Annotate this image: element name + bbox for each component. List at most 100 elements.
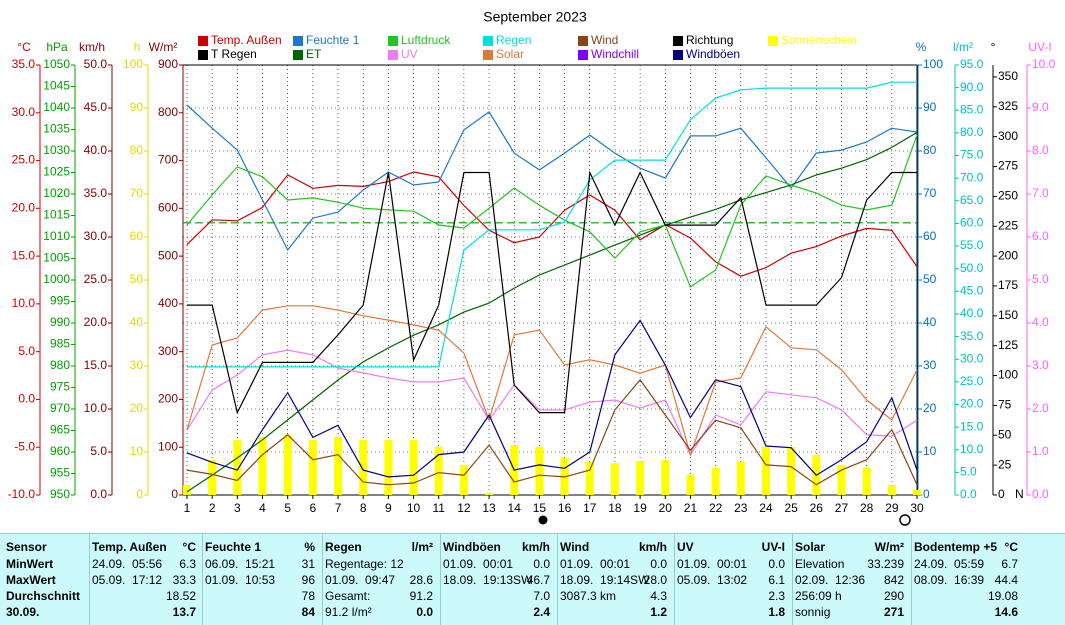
y-tick-label: 3.0	[1032, 358, 1049, 372]
legend-label: Sonnenschein	[781, 33, 857, 47]
x-tick-label: 13	[482, 501, 496, 515]
y-tick-label: 1005	[43, 251, 70, 265]
cell-value: 91.2	[409, 589, 433, 603]
legend-swatch	[483, 36, 493, 46]
cell-text: 05.09. 13:02	[677, 573, 748, 587]
y-tick-label: 10.0	[1032, 57, 1056, 71]
cell-value: 0.0	[650, 557, 667, 571]
bar	[359, 439, 368, 495]
y-tick-label: 10.0	[960, 442, 984, 456]
cell-value: 31	[301, 557, 315, 571]
y-tick-label: 970	[50, 401, 70, 415]
bar	[283, 434, 292, 495]
column-unit: °C	[182, 540, 196, 554]
series-line	[186, 305, 918, 457]
cell-text: 91.2 l/m²	[325, 605, 372, 619]
y-tick-label: 25.0	[84, 272, 108, 286]
column-separator	[440, 534, 441, 625]
legend-label: UV	[401, 47, 418, 61]
bar	[308, 439, 317, 495]
y-tick-label: 25.0	[12, 153, 36, 167]
cell-value: 14.6	[994, 605, 1018, 619]
x-tick-label: 5	[284, 501, 291, 515]
bar	[434, 446, 443, 495]
series-line	[186, 319, 918, 478]
cell-value: 4.3	[650, 589, 667, 603]
cell-value: 271	[883, 605, 904, 619]
y-tick-label: 20.0	[12, 201, 36, 215]
y-tick-label: 20.0	[84, 315, 108, 329]
x-tick-label: 30	[910, 501, 924, 515]
y-tick-label: 0.0	[90, 487, 107, 501]
y-tick-label: 0.0	[1032, 487, 1049, 501]
y-tick-label: 30	[923, 358, 937, 372]
column-unit: W/m²	[874, 540, 904, 554]
cell-text: sonnig	[795, 605, 831, 619]
y-tick-label: 100	[998, 368, 1018, 382]
legend-swatch	[768, 36, 778, 46]
series-line	[186, 104, 918, 252]
cell-text: 01.09. 09:47	[325, 573, 396, 587]
cell-text: 24.09. 05:56	[92, 557, 163, 571]
y-tick-label: 15.0	[12, 248, 36, 262]
bar	[535, 446, 544, 495]
y-tick-label: 35.0	[12, 57, 36, 71]
legend-label: T Regen	[211, 47, 257, 61]
y-tick-label: 2.0	[1032, 401, 1049, 415]
cell-text: 18.09. 19:13SW	[443, 573, 533, 587]
y-tick-label: 80	[130, 143, 144, 157]
cell-text: 24.09. 05:59	[914, 557, 985, 571]
y-tick-label: 960	[50, 444, 70, 458]
column-title: Bodentemp +5	[914, 540, 998, 554]
cell-value: 0.0	[533, 557, 550, 571]
x-tick-label: 11	[432, 501, 445, 515]
cell-text: 18.09. 19:14SW	[560, 573, 650, 587]
y-tick-label: 75.0	[960, 148, 984, 162]
y-tick-label: 200	[158, 392, 178, 406]
cell-text: 256:09 h	[795, 589, 842, 603]
y-tick-label: 175	[998, 278, 1018, 292]
axis-unit: hPa	[46, 40, 68, 54]
column-separator	[89, 534, 90, 625]
column-unit: km/h	[521, 540, 550, 554]
bar	[887, 485, 896, 495]
y-tick-label: 700	[158, 153, 178, 167]
y-tick-label: 800	[158, 105, 178, 119]
y-tick-label: 150	[998, 308, 1018, 322]
column-separator	[911, 534, 912, 625]
legend-swatch	[673, 36, 683, 46]
y-tick-label: 1.0	[1032, 444, 1049, 458]
bar	[610, 463, 619, 495]
column-title: Windböen	[443, 540, 501, 554]
y-tick-label: 0	[998, 487, 1005, 501]
axis-unit: km/h	[79, 40, 105, 54]
x-tick-label: 16	[558, 501, 572, 515]
y-tick-label: 300	[998, 129, 1018, 143]
legend-swatch	[673, 50, 683, 60]
cell-value: 33.239	[867, 557, 904, 571]
y-tick-label: 1050	[43, 57, 70, 71]
column-title: Wind	[560, 540, 590, 554]
y-tick-label: 80.0	[960, 125, 984, 139]
y-tick-label: 8.0	[1032, 143, 1049, 157]
y-tick-label: 1030	[43, 143, 70, 157]
series-line	[186, 134, 918, 288]
cell-text: 3087.3 km	[560, 589, 617, 603]
cell-value: 290	[883, 589, 904, 603]
bar	[711, 467, 720, 495]
chart-title: September 2023	[483, 9, 587, 25]
x-tick-label: 6	[310, 501, 317, 515]
legend-label: Solar	[496, 47, 524, 61]
column-title: Regen	[325, 540, 362, 554]
x-tick-label: 14	[508, 501, 522, 515]
x-tick-label: 18	[608, 501, 622, 515]
cell-value: 19.08	[987, 589, 1018, 603]
y-tick-label: 40.0	[84, 143, 108, 157]
cell-text: 08.09. 16:39	[914, 573, 985, 587]
cell-value: 6.1	[768, 573, 785, 587]
cell-value: 13.7	[172, 605, 196, 619]
y-tick-label: 30.0	[84, 229, 108, 243]
cell-value: 6.7	[1001, 557, 1018, 571]
y-tick-label: 0.0	[18, 392, 35, 406]
column-title: UV	[677, 540, 694, 554]
